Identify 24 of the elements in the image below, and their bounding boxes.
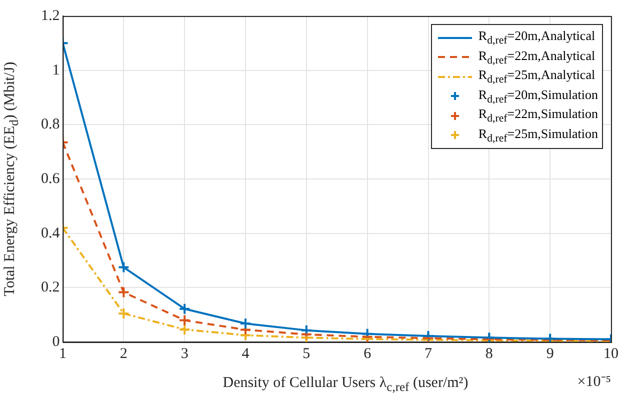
x-tick-label: 6 (364, 346, 372, 362)
x-tick-label: 10 (604, 346, 618, 362)
x-tick-label: 9 (546, 346, 554, 362)
y-tick-label: 0.4 (41, 225, 60, 242)
x-tick-label: 2 (120, 346, 128, 362)
y-tick-label: 1 (52, 62, 60, 78)
y-tick-label: 0.8 (41, 116, 60, 133)
y-tick-label: 0.6 (41, 170, 60, 187)
text: ×10⁻⁵ (577, 373, 611, 391)
legend-label: R$_{d,ref}$=25m,Simulation (478, 126, 598, 145)
legend-label: R$_{d,ref}$=22m,Analytical (478, 48, 596, 67)
legend-label: R$_{d,ref}$=20m,Analytical (478, 28, 596, 48)
x-tick-label: 8 (485, 346, 493, 362)
x-tick-label: 4 (242, 346, 250, 362)
x-tick-label: 7 (424, 346, 432, 362)
legend-label: R$_{d,ref}$=25m,Analytical (478, 67, 596, 86)
x-tick-label: 3 (180, 346, 188, 362)
y-tick-label: 0.2 (41, 280, 60, 296)
x-axis-title: Density of Cellular Users λ$_{c,ref}$ (user/m²) (222, 375, 468, 394)
y-tick-label: 1.2 (41, 8, 60, 24)
y-tick-label: 0 (52, 334, 60, 350)
x-tick-label: 5 (302, 346, 310, 362)
legend-label: R$_{d,ref}$=20m,Simulation (478, 86, 598, 106)
legend-label: R$_{d,ref}$=22m,Simulation (478, 106, 598, 126)
